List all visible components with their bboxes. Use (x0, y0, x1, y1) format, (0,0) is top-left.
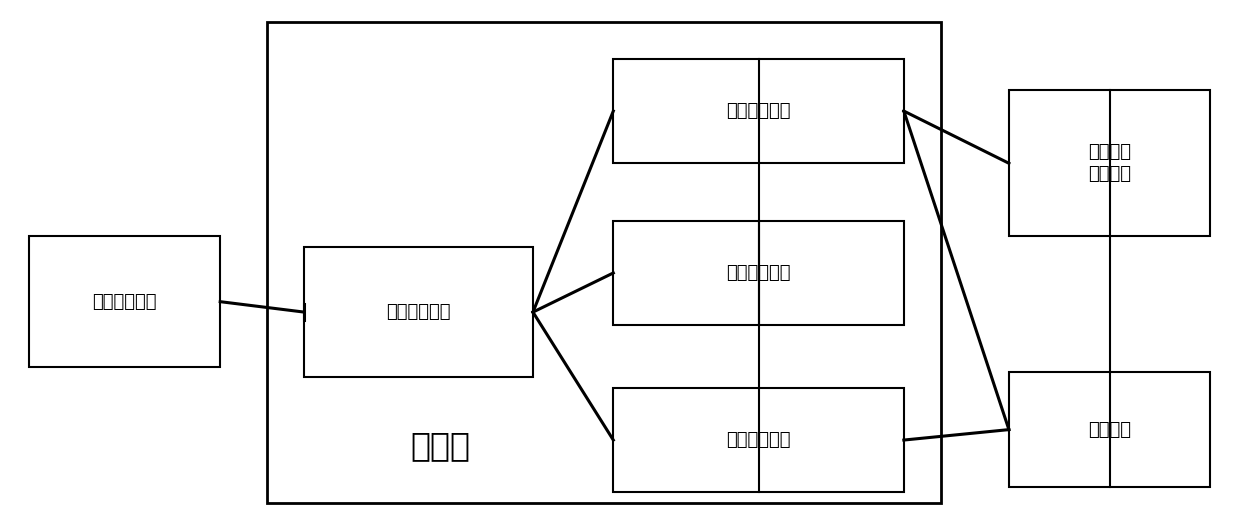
Bar (28, 236, 221, 367)
Bar (268, 22, 940, 503)
Bar (613, 388, 903, 492)
Bar (1009, 90, 1211, 236)
Text: 蓝牙通讯模块: 蓝牙通讯模块 (92, 292, 156, 311)
Text: 信号采集模块: 信号采集模块 (387, 303, 451, 321)
Text: 线性拟合模块: 线性拟合模块 (726, 431, 790, 449)
Bar (305, 247, 533, 377)
Bar (613, 220, 903, 325)
Text: 神经网络
训练模块: 神经网络 训练模块 (1088, 143, 1131, 183)
Text: 相关运算模块: 相关运算模块 (726, 102, 790, 120)
Text: 判别模块: 判别模块 (1088, 421, 1131, 438)
Bar (613, 59, 903, 163)
Text: 处理器: 处理器 (410, 429, 471, 462)
Bar (1009, 372, 1211, 487)
Text: 心电重构模块: 心电重构模块 (726, 264, 790, 282)
